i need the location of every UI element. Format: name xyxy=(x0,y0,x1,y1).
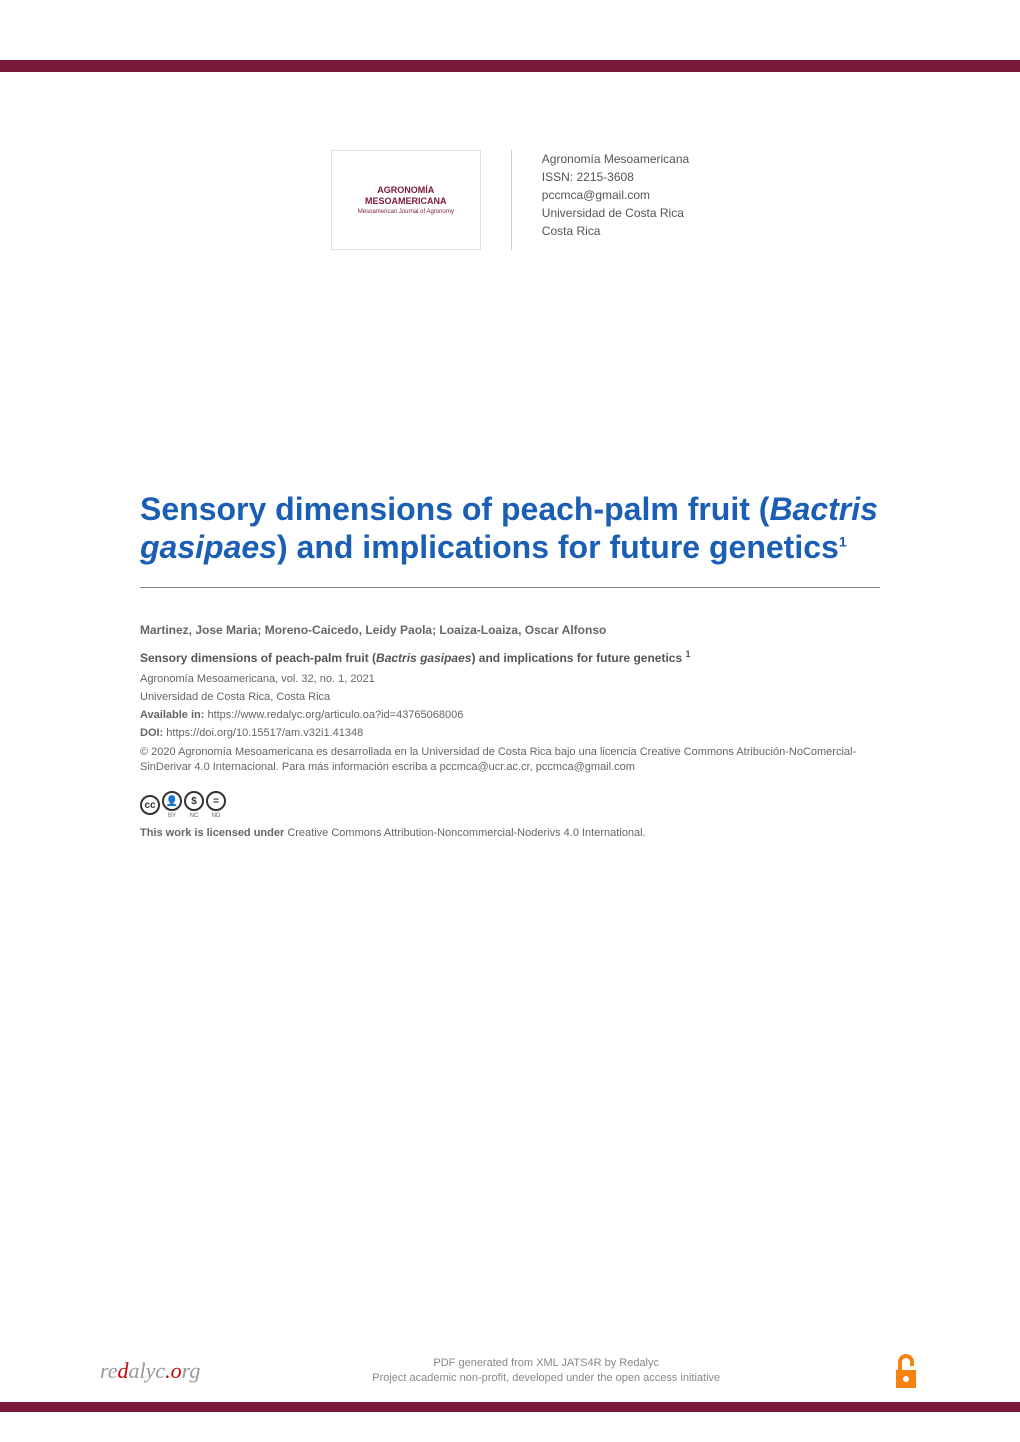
institution: Universidad de Costa Rica, Costa Rica xyxy=(140,691,880,703)
footer-line1: PDF generated from XML JATS4R by Redalyc xyxy=(372,1356,720,1371)
cc-by-icon: 👤 BY xyxy=(162,791,182,820)
open-access-icon xyxy=(892,1352,920,1390)
available-url: https://www.redalyc.org/articulo.oa?id=4… xyxy=(207,709,463,721)
subtitle-part2: ) and implications for future genetics xyxy=(471,651,685,665)
subtitle-italic: Bactris gasipaes xyxy=(376,651,471,665)
doi-url: https://doi.org/10.15517/am.v32i1.41348 xyxy=(166,727,363,739)
cover-title-line2: MESOAMERICANA xyxy=(365,196,447,207)
cover-subtitle: Mesoamerican Journal of Agronomy xyxy=(358,209,454,215)
journal-country: Costa Rica xyxy=(542,222,689,240)
journal-info: Agronomía Mesoamericana ISSN: 2215-3608 … xyxy=(542,150,689,250)
journal-publisher: Universidad de Costa Rica xyxy=(542,204,689,222)
main-content: Sensory dimensions of peach-palm fruit (… xyxy=(140,490,880,839)
footer-line2: Project academic non-profit, developed u… xyxy=(372,1371,720,1386)
cc-cc-icon: cc xyxy=(140,795,160,816)
metadata-section: Martinez, Jose Maria; Moreno-Caicedo, Le… xyxy=(140,623,880,839)
title-underline xyxy=(140,587,880,588)
footer: redalyc.org PDF generated from XML JATS4… xyxy=(0,1352,1020,1412)
available-in: Available in: https://www.redalyc.org/ar… xyxy=(140,709,880,721)
subtitle-sup: 1 xyxy=(685,649,690,659)
header-section: AGRONOMÍA MESOAMERICANA Mesoamerican Jou… xyxy=(0,150,1020,250)
available-label: Available in: xyxy=(140,709,207,721)
vertical-divider xyxy=(511,150,512,250)
journal-email: pccmca@gmail.com xyxy=(542,186,689,204)
copyright: © 2020 Agronomía Mesoamericana es desarr… xyxy=(140,745,880,776)
license-name: Creative Commons Attribution-Noncommerci… xyxy=(287,827,645,839)
article-title: Sensory dimensions of peach-palm fruit (… xyxy=(140,490,880,567)
citation: Agronomía Mesoamericana, vol. 32, no. 1,… xyxy=(140,673,880,685)
journal-issn: ISSN: 2215-3608 xyxy=(542,168,689,186)
doi: DOI: https://doi.org/10.15517/am.v32i1.4… xyxy=(140,727,880,739)
authors: Martinez, Jose Maria; Moreno-Caicedo, Le… xyxy=(140,623,880,637)
journal-name: Agronomía Mesoamericana xyxy=(542,150,689,168)
cc-nc-icon: $ NC xyxy=(184,791,204,820)
cover-title-line1: AGRONOMÍA xyxy=(377,185,434,196)
redalyc-logo: redalyc.org xyxy=(100,1358,200,1384)
license-text: This work is licensed under Creative Com… xyxy=(140,827,880,839)
subtitle-part1: Sensory dimensions of peach-palm fruit ( xyxy=(140,651,376,665)
subtitle: Sensory dimensions of peach-palm fruit (… xyxy=(140,649,880,665)
license-bold: This work is licensed under xyxy=(140,827,287,839)
cc-nd-icon: = ND xyxy=(206,791,226,820)
cc-license-icon: cc 👤 BY $ NC = ND xyxy=(140,791,226,820)
title-part2: ) and implications for future genetics xyxy=(277,529,839,565)
bottom-accent-bar xyxy=(0,1402,1020,1412)
title-sup: 1 xyxy=(839,534,847,550)
doi-label: DOI: xyxy=(140,727,166,739)
title-part1: Sensory dimensions of peach-palm fruit ( xyxy=(140,491,769,527)
top-accent-bar xyxy=(0,60,1020,72)
footer-text: PDF generated from XML JATS4R by Redalyc… xyxy=(372,1356,720,1387)
journal-cover: AGRONOMÍA MESOAMERICANA Mesoamerican Jou… xyxy=(331,150,481,250)
